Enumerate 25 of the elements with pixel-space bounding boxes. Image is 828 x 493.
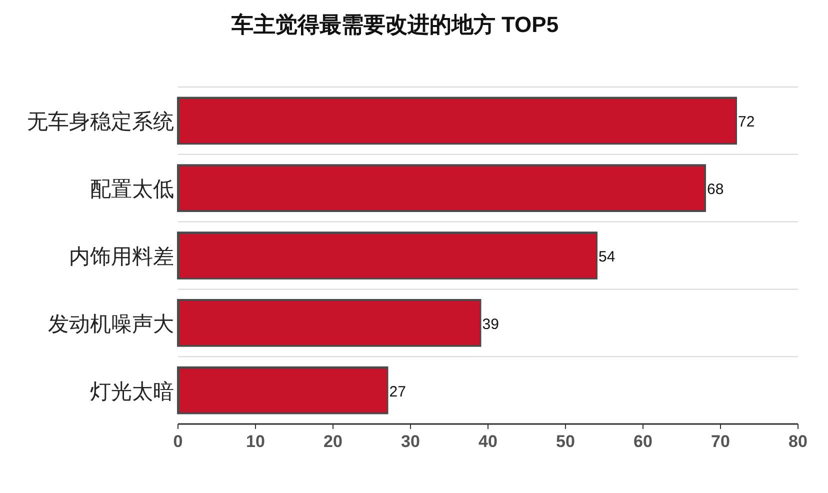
data-label: 54 (598, 248, 616, 266)
y-tick-label: 灯光太暗 (90, 380, 174, 404)
y-tick-label: 配置太低 (90, 178, 174, 202)
y-tick-label: 无车身稳定系统 (27, 110, 174, 134)
data-label: 72 (738, 114, 755, 131)
x-tick-label: 50 (556, 432, 575, 451)
x-tick-label: 40 (478, 432, 498, 451)
bar (177, 96, 737, 145)
y-tick-label: 内饰用料差 (69, 246, 174, 268)
bar (177, 232, 598, 280)
bar (177, 298, 482, 347)
data-label: 39 (482, 316, 499, 333)
x-tick-label: 10 (246, 432, 265, 451)
data-label: 68 (707, 181, 724, 198)
x-tick-label: 20 (324, 432, 342, 451)
x-tick-label: 0 (173, 432, 183, 451)
x-tick-label: 30 (401, 432, 420, 451)
chart-title: 车主觉得最需要改进的地方 TOP5 (230, 12, 559, 37)
bar (177, 164, 706, 212)
y-tick-label: 发动机噪声大 (48, 312, 174, 336)
x-tick-label: 80 (788, 432, 808, 451)
data-label: 27 (389, 383, 406, 400)
x-tick-label: 60 (634, 432, 652, 451)
x-tick-label: 70 (711, 432, 730, 451)
bar (177, 366, 388, 414)
